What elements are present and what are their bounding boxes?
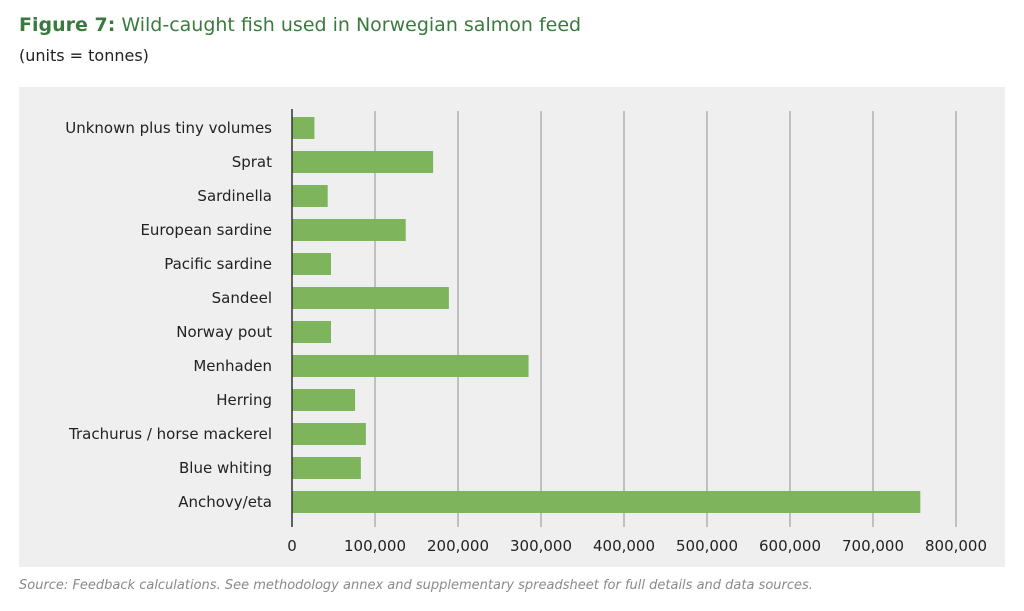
bar xyxy=(292,117,315,139)
x-tick-label: 300,000 xyxy=(510,537,572,555)
x-tick-label: 700,000 xyxy=(842,537,904,555)
bar xyxy=(292,321,332,343)
category-label: Sardinella xyxy=(197,187,272,205)
bar xyxy=(292,185,328,207)
bar xyxy=(292,423,366,445)
bar xyxy=(292,253,332,275)
bar-chart: Unknown plus tiny volumes Sprat Sardinella… xyxy=(65,109,987,555)
category-label: Blue whiting xyxy=(179,459,272,477)
category-label: Pacific sardine xyxy=(164,255,272,273)
bar xyxy=(292,389,356,411)
x-tick-label: 200,000 xyxy=(427,537,489,555)
category-label: Sandeel xyxy=(212,289,272,307)
figure-title: Figure 7: Wild-caught fish used in Norwe… xyxy=(19,14,581,36)
x-tick-label: 0 xyxy=(287,537,297,555)
source-note: Source: Feedback calculations. See metho… xyxy=(19,578,813,593)
chart-panel: Unknown plus tiny volumes Sprat Sardinella… xyxy=(19,87,1005,567)
bar xyxy=(292,219,406,241)
category-label: European sardine xyxy=(140,221,272,239)
bar xyxy=(292,355,529,377)
figure-subtitle: (units = tonnes) xyxy=(19,46,149,65)
x-tick-label: 500,000 xyxy=(676,537,738,555)
category-label: Unknown plus tiny volumes xyxy=(65,119,272,137)
bar xyxy=(292,491,921,513)
category-label: Trachurus / horse mackerel xyxy=(68,425,272,443)
x-tick-label: 100,000 xyxy=(344,537,406,555)
category-label: Herring xyxy=(216,391,272,409)
category-label: Menhaden xyxy=(193,357,272,375)
bar xyxy=(292,457,361,479)
figure-title-text: Wild-caught fish used in Norwegian salmo… xyxy=(121,14,582,36)
x-tick-label: 600,000 xyxy=(759,537,821,555)
x-tick-label: 800,000 xyxy=(925,537,987,555)
bar xyxy=(292,287,449,309)
bar xyxy=(292,151,434,173)
x-tick-label: 400,000 xyxy=(593,537,655,555)
category-label: Anchovy/eta xyxy=(178,493,272,511)
category-label: Norway pout xyxy=(176,323,272,341)
figure-label: Figure 7: xyxy=(19,14,116,36)
category-label: Sprat xyxy=(232,153,272,171)
